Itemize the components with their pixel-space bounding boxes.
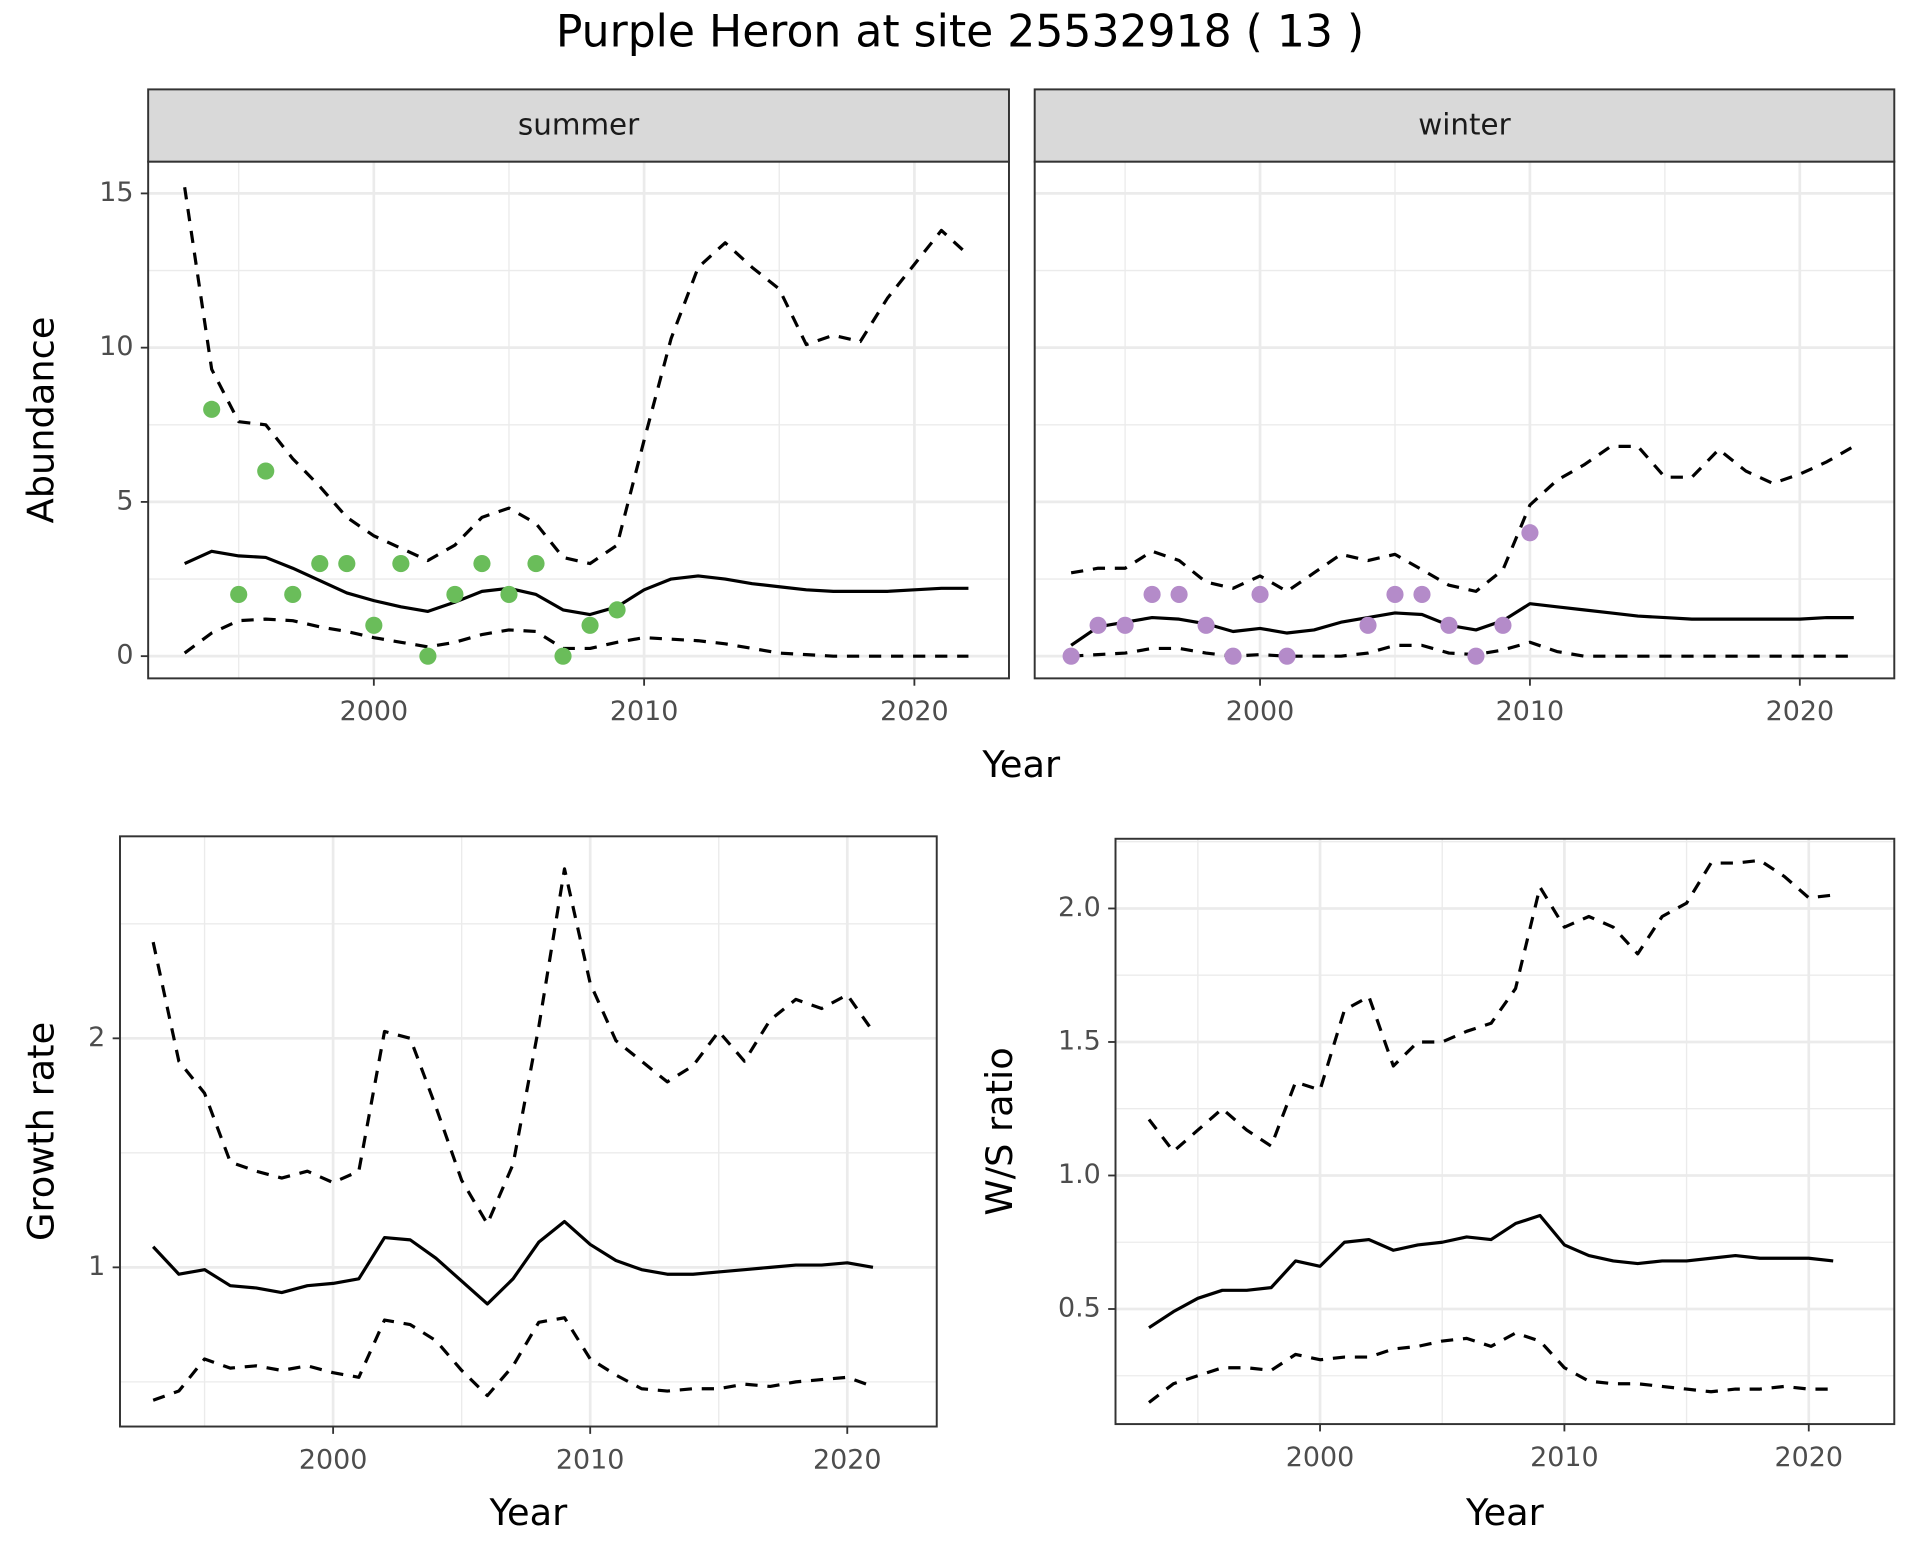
data-point bbox=[1224, 647, 1242, 665]
data-point bbox=[284, 585, 302, 604]
data-point bbox=[1521, 524, 1539, 542]
x-tick-label: 2020 bbox=[1766, 696, 1835, 727]
data-point bbox=[1467, 647, 1485, 665]
figure-title: Purple Heron at site 25532918 ( 13 ) bbox=[556, 6, 1364, 57]
x-tick-label: 2020 bbox=[880, 696, 949, 727]
data-point bbox=[338, 555, 356, 573]
interval-line bbox=[1147, 858, 1834, 1154]
data-point bbox=[1143, 585, 1161, 604]
data-point bbox=[608, 601, 626, 619]
interval-line bbox=[151, 867, 875, 1226]
x-axis-title: Year bbox=[488, 1491, 568, 1534]
interval-line bbox=[183, 187, 970, 566]
data-point bbox=[1116, 616, 1134, 634]
panel-background bbox=[120, 836, 937, 1427]
data-point bbox=[1359, 616, 1377, 634]
interval-line bbox=[1070, 444, 1855, 593]
data-point bbox=[1089, 616, 1107, 634]
data-point bbox=[1386, 585, 1404, 604]
panel-border bbox=[119, 835, 938, 1428]
panel-background bbox=[148, 161, 1009, 679]
data-point bbox=[581, 616, 599, 634]
y-tick-label: 1.5 bbox=[1058, 1025, 1101, 1056]
x-tick-label: 2000 bbox=[1226, 696, 1295, 727]
x-tick-label: 2000 bbox=[340, 696, 409, 727]
y-tick-label: 1.0 bbox=[1058, 1159, 1101, 1190]
interval-line bbox=[183, 617, 969, 658]
data-point bbox=[1062, 647, 1080, 665]
data-point bbox=[230, 585, 248, 604]
y-tick-label: 0 bbox=[116, 640, 133, 671]
data-point bbox=[1251, 585, 1269, 604]
data-point bbox=[257, 462, 275, 480]
panel-background bbox=[1115, 838, 1895, 1425]
x-axis-title: Year bbox=[1465, 1491, 1545, 1534]
estimate-line bbox=[183, 549, 969, 617]
estimate-line bbox=[151, 1219, 874, 1306]
data-point bbox=[419, 647, 437, 665]
data-point bbox=[1197, 616, 1215, 634]
data-point bbox=[500, 585, 518, 604]
data-point bbox=[203, 400, 221, 418]
x-tick-label: 2020 bbox=[813, 1444, 882, 1475]
y-tick-label: 2 bbox=[88, 1022, 105, 1053]
estimate-line bbox=[1148, 1213, 1834, 1330]
x-tick-label: 2010 bbox=[610, 696, 679, 727]
y-tick-label: 10 bbox=[99, 331, 133, 362]
strip bbox=[147, 88, 1010, 163]
y-tick-label: 0.5 bbox=[1058, 1292, 1101, 1323]
data-point bbox=[392, 555, 410, 573]
strip-label: winter bbox=[1418, 108, 1511, 142]
x-tick-label: 2020 bbox=[1775, 1442, 1844, 1473]
strip-label: summer bbox=[518, 108, 640, 142]
data-point bbox=[1494, 616, 1512, 634]
interval-line bbox=[1148, 1331, 1834, 1404]
panel-background bbox=[1034, 161, 1895, 679]
y-axis-title: Growth rate bbox=[19, 1022, 62, 1241]
y-axis-title: Abundance bbox=[19, 317, 62, 524]
y-tick-label: 15 bbox=[99, 177, 133, 208]
data-point bbox=[527, 555, 545, 573]
y-tick-label: 2.0 bbox=[1058, 892, 1101, 923]
data-point bbox=[473, 555, 491, 573]
data-point bbox=[1413, 585, 1431, 604]
x-tick-label: 2000 bbox=[299, 1444, 368, 1475]
x-tick-label: 2010 bbox=[1530, 1442, 1599, 1473]
x-axis-title: Year bbox=[981, 743, 1061, 786]
y-tick-label: 1 bbox=[88, 1251, 105, 1282]
strip bbox=[1033, 88, 1896, 163]
data-point bbox=[1278, 647, 1296, 665]
data-point bbox=[1440, 616, 1458, 634]
panel-border bbox=[1114, 837, 1896, 1426]
interval-line bbox=[152, 1316, 874, 1402]
data-point bbox=[446, 585, 464, 604]
y-tick-label: 5 bbox=[116, 485, 133, 516]
y-axis-title: W/S ratio bbox=[978, 1047, 1021, 1215]
data-point bbox=[554, 647, 572, 665]
x-tick-label: 2010 bbox=[556, 1444, 625, 1475]
data-point bbox=[1170, 585, 1188, 604]
data-point bbox=[311, 555, 329, 573]
x-tick-label: 2010 bbox=[1496, 696, 1565, 727]
x-tick-label: 2000 bbox=[1286, 1442, 1355, 1473]
data-point bbox=[365, 616, 383, 634]
